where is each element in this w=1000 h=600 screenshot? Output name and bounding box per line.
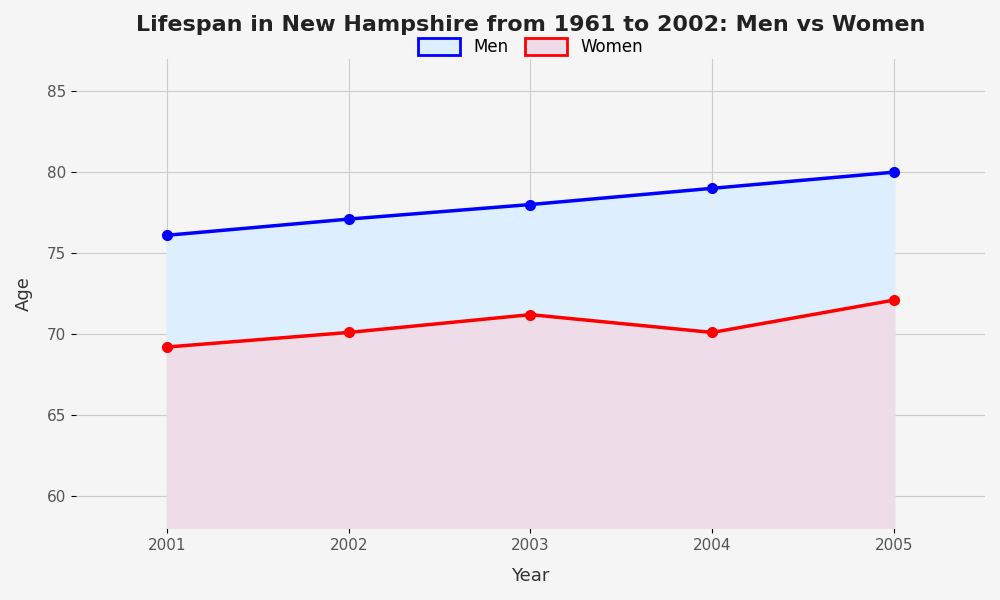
Legend: Men, Women: Men, Women bbox=[410, 29, 651, 64]
Title: Lifespan in New Hampshire from 1961 to 2002: Men vs Women: Lifespan in New Hampshire from 1961 to 2… bbox=[136, 15, 925, 35]
X-axis label: Year: Year bbox=[511, 567, 550, 585]
Y-axis label: Age: Age bbox=[15, 276, 33, 311]
